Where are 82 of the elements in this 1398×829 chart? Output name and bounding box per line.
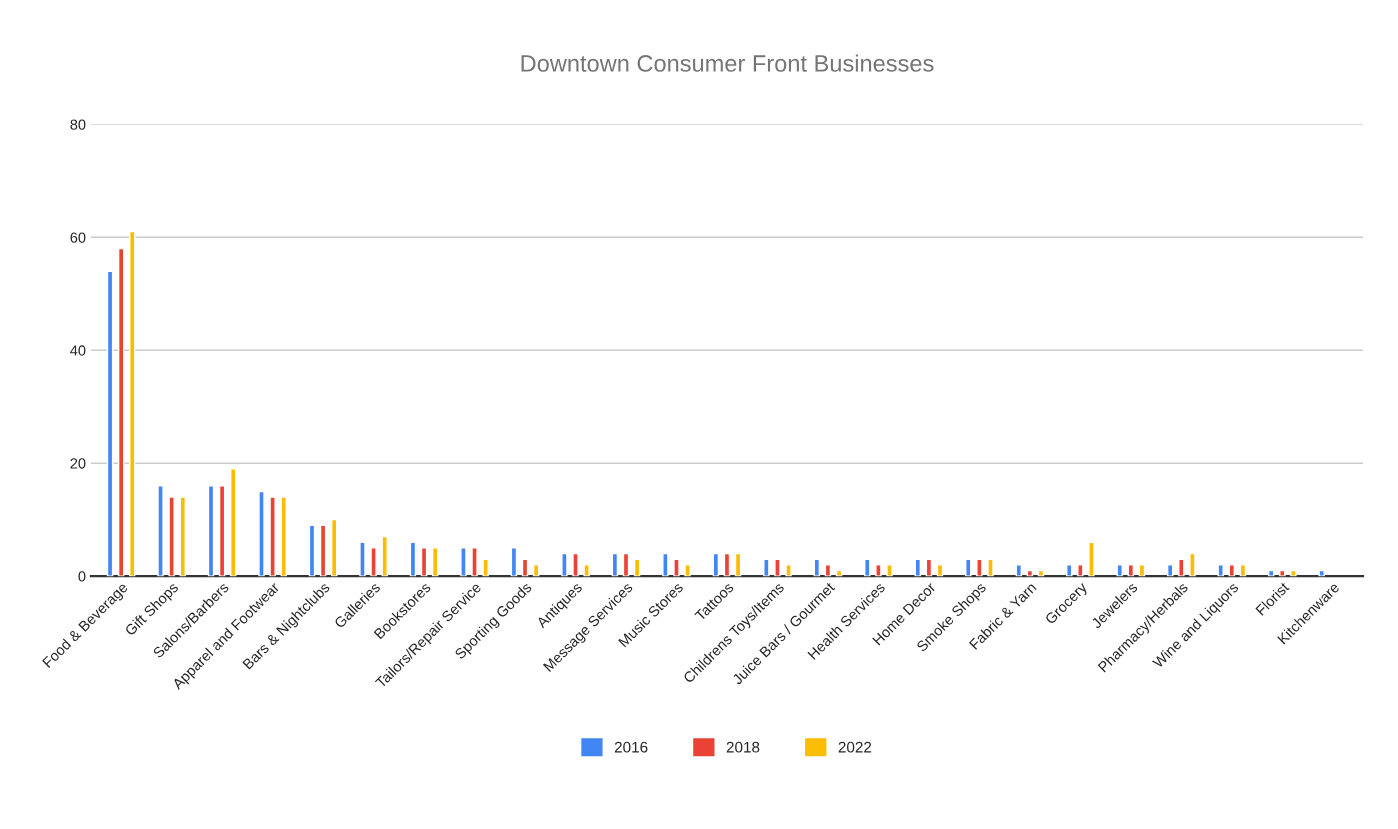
bar: [359, 541, 366, 577]
bar: [824, 564, 832, 577]
bar: [157, 485, 164, 577]
legend-label: 2016: [614, 741, 648, 753]
bar: [987, 558, 994, 577]
bar: [583, 564, 590, 577]
bar: [561, 552, 568, 577]
bar: [1088, 541, 1095, 577]
bar: [1290, 569, 1297, 577]
bar: [521, 558, 529, 577]
bar: [319, 524, 327, 577]
bar: [1267, 569, 1275, 577]
bar: [1166, 564, 1174, 577]
bar: [532, 564, 540, 577]
bar: [1077, 564, 1084, 577]
bar: [936, 564, 944, 577]
bar: [1116, 564, 1123, 577]
bar: [611, 552, 619, 577]
bar: [1138, 564, 1146, 577]
bar: [1178, 558, 1185, 577]
bar: [431, 547, 439, 577]
bar: [409, 541, 417, 577]
bar: [1037, 569, 1045, 577]
bar: [864, 558, 871, 577]
bar: [106, 270, 114, 577]
bar: [381, 535, 388, 577]
bar: [684, 564, 691, 577]
bar: [482, 558, 489, 577]
bar: [207, 485, 215, 577]
bar: [280, 496, 287, 577]
legend-label: 2018: [726, 741, 760, 753]
chart-title: Downtown Consumer Front Businesses: [521, 54, 934, 72]
bar: [925, 558, 933, 577]
bar: [774, 558, 781, 577]
legend-label: 2022: [838, 741, 872, 753]
bar: [308, 524, 316, 577]
bar: [1228, 564, 1236, 577]
bar: [976, 558, 983, 577]
bar: [673, 558, 680, 577]
bar: [420, 547, 428, 577]
bar: [129, 230, 136, 577]
y-tick-label: 60: [70, 232, 86, 243]
bar: [914, 558, 922, 577]
bar: [168, 496, 175, 577]
y-tick-label: 0: [78, 571, 86, 582]
y-tick-label: 80: [70, 119, 86, 130]
bar: [1015, 564, 1022, 577]
bar: [1189, 552, 1196, 577]
bar: [723, 552, 731, 577]
bar: [875, 564, 882, 577]
bar: [1127, 564, 1135, 577]
bar: [269, 496, 276, 577]
y-tick-label: 20: [70, 458, 86, 469]
bar: [886, 564, 893, 577]
bar: [258, 490, 265, 577]
bar: [1026, 569, 1034, 577]
bar: [785, 564, 792, 577]
bar: [230, 468, 237, 577]
bar: [471, 547, 478, 577]
bar: [330, 518, 338, 577]
bar: [460, 547, 467, 577]
bar: [510, 547, 518, 577]
bar: [1279, 569, 1286, 577]
bar: [633, 558, 641, 577]
bar: [835, 569, 843, 577]
bar: [662, 552, 669, 577]
bar: [117, 247, 125, 577]
bar: [1066, 564, 1073, 577]
bar: [179, 496, 186, 577]
bar: [734, 552, 742, 577]
bar: [763, 558, 770, 577]
bar: [218, 485, 226, 577]
bar: [370, 547, 377, 577]
bar: [813, 558, 821, 577]
bar: [1318, 569, 1325, 577]
y-tick-label: 40: [70, 345, 86, 356]
bar: [572, 552, 579, 577]
bar: [1239, 564, 1247, 577]
bar: [622, 552, 630, 577]
bar: [1217, 564, 1224, 577]
bar: [965, 558, 972, 577]
bar: [712, 552, 720, 577]
